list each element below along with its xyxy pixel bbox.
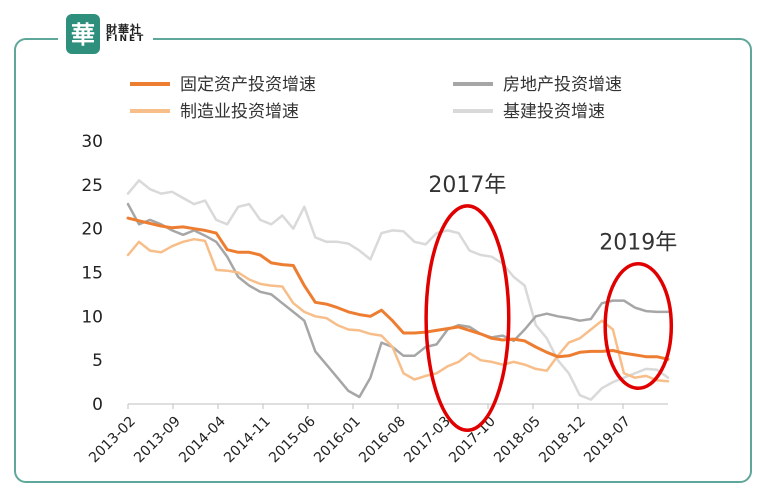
annotation-ellipse-1 — [603, 261, 674, 390]
x-tick-label: 2013-02 — [86, 414, 139, 467]
legend-label-0: 固定资产投资增速 — [180, 75, 316, 95]
x-tick-label: 2018-05 — [491, 414, 544, 467]
x-tick-label: 2014-11 — [221, 414, 274, 467]
series-line-2 — [126, 237, 670, 383]
annotation-label-1: 2019年 — [599, 231, 677, 256]
logo-english-name: FINET — [106, 34, 146, 45]
x-tick-label: 2018-12 — [536, 414, 589, 467]
logo-seal-icon: 華 — [66, 14, 100, 54]
finet-logo: 華 財華社 FINET — [58, 12, 154, 56]
annotation-layer: 2017年 2019年 — [424, 173, 677, 433]
series-line-1 — [126, 202, 670, 399]
legend-label-2: 制造业投资增速 — [180, 102, 299, 122]
y-tick-label: 0 — [92, 395, 103, 415]
x-tick-label: 2017-03 — [401, 414, 454, 467]
svg-text:華: 華 — [71, 20, 95, 49]
series-layer — [126, 179, 670, 401]
annotation-label-0: 2017年 — [428, 173, 506, 198]
y-tick-label: 25 — [81, 176, 103, 196]
x-tick-label: 2017-10 — [446, 414, 499, 467]
y-tick-label: 20 — [81, 220, 103, 240]
y-tick-label: 30 — [81, 132, 103, 152]
x-tick-label: 2014-04 — [176, 413, 229, 466]
x-tick-label: 2016-08 — [356, 414, 409, 467]
x-axis: 2013-022013-092014-042014-112015-062016-… — [86, 403, 668, 467]
y-tick-label: 10 — [81, 307, 103, 327]
legend-label-1: 房地产投资增速 — [503, 75, 622, 95]
y-axis: 0 5 10 15 20 25 30 — [81, 132, 103, 415]
y-tick-label: 15 — [81, 264, 103, 284]
y-tick-label: 5 — [92, 351, 103, 371]
x-tick-label: 2013-09 — [131, 414, 184, 467]
chart-frame — [14, 38, 752, 483]
x-tick-label: 2016-01 — [311, 414, 364, 467]
legend-label-3: 基建投资增速 — [503, 102, 605, 122]
x-tick-label: 2019-07 — [581, 414, 634, 467]
series-line-0 — [126, 216, 670, 361]
series-line-3 — [126, 179, 670, 401]
logo-chinese-name: 財華社 — [106, 22, 142, 36]
annotation-ellipse-0 — [424, 204, 511, 433]
x-tick-label: 2015-06 — [266, 413, 319, 466]
